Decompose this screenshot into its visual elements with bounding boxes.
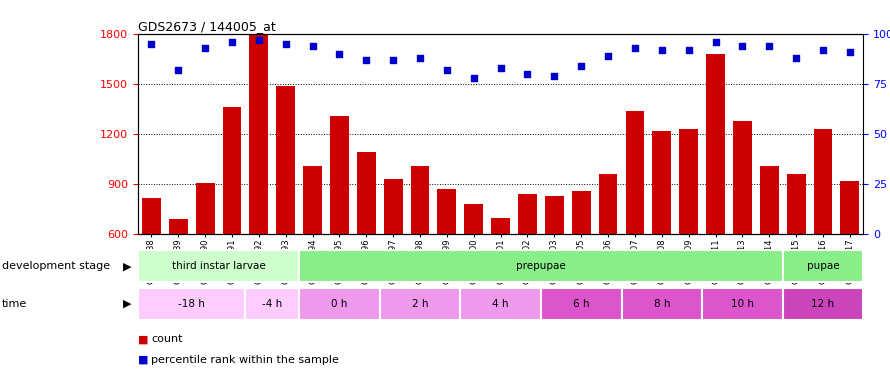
Bar [652, 131, 671, 334]
Text: 12 h: 12 h [812, 299, 835, 309]
Bar [303, 166, 322, 334]
Bar [541, 288, 621, 320]
Point [171, 67, 185, 73]
Bar [410, 166, 430, 334]
Bar [679, 129, 698, 334]
Text: pupae: pupae [806, 261, 839, 271]
Bar [438, 189, 457, 334]
Bar [142, 198, 161, 334]
Bar [169, 219, 188, 334]
Bar [196, 183, 214, 334]
Point [413, 55, 427, 61]
Point [252, 37, 266, 43]
Bar [782, 288, 863, 320]
Bar [222, 107, 241, 334]
Text: count: count [151, 334, 182, 344]
Point [627, 45, 642, 51]
Point [574, 63, 588, 69]
Text: 4 h: 4 h [492, 299, 509, 309]
Point [360, 57, 374, 63]
Bar [276, 86, 295, 334]
Point [225, 39, 239, 45]
Text: prepupae: prepupae [516, 261, 566, 271]
Bar [840, 181, 859, 334]
Bar [571, 191, 591, 334]
Text: third instar larvae: third instar larvae [172, 261, 265, 271]
Text: ▶: ▶ [123, 299, 132, 309]
Text: 0 h: 0 h [331, 299, 348, 309]
Point [198, 45, 212, 51]
Bar [357, 153, 376, 334]
Text: ■: ■ [138, 334, 149, 344]
Bar [491, 217, 510, 334]
Bar [138, 288, 246, 320]
Text: development stage: development stage [2, 261, 109, 271]
Bar [733, 121, 752, 334]
Bar [299, 250, 782, 282]
Text: 10 h: 10 h [731, 299, 754, 309]
Bar [249, 35, 268, 334]
Point [762, 43, 776, 49]
Text: time: time [2, 299, 27, 309]
Bar [465, 204, 483, 334]
Text: ▶: ▶ [123, 261, 132, 271]
Point [816, 47, 830, 53]
Bar [246, 288, 299, 320]
Text: 6 h: 6 h [573, 299, 589, 309]
Point [601, 53, 615, 59]
Text: -18 h: -18 h [178, 299, 205, 309]
Text: 2 h: 2 h [412, 299, 428, 309]
Bar [380, 288, 460, 320]
Text: percentile rank within the sample: percentile rank within the sample [151, 355, 339, 365]
Bar [621, 288, 702, 320]
Bar [782, 250, 863, 282]
Point [547, 73, 562, 79]
Point [843, 49, 857, 55]
Text: GDS2673 / 144005_at: GDS2673 / 144005_at [138, 20, 276, 33]
Bar [787, 174, 805, 334]
Point [493, 65, 507, 71]
Point [440, 67, 454, 73]
Bar [706, 54, 725, 334]
Point [144, 41, 158, 47]
Bar [299, 288, 380, 320]
Point [735, 43, 749, 49]
Point [789, 55, 804, 61]
Bar [518, 194, 537, 334]
Bar [760, 166, 779, 334]
Bar [626, 111, 644, 334]
Bar [813, 129, 832, 334]
Point [466, 75, 481, 81]
Bar [138, 250, 299, 282]
Point [682, 47, 696, 53]
Point [305, 43, 320, 49]
Bar [330, 116, 349, 334]
Bar [460, 288, 541, 320]
Bar [599, 174, 618, 334]
Text: 8 h: 8 h [653, 299, 670, 309]
Text: ■: ■ [138, 355, 149, 365]
Point [655, 47, 669, 53]
Bar [545, 196, 563, 334]
Point [332, 51, 346, 57]
Text: -4 h: -4 h [263, 299, 282, 309]
Point [386, 57, 400, 63]
Bar [702, 288, 782, 320]
Point [521, 71, 535, 77]
Bar [384, 179, 402, 334]
Point [279, 41, 293, 47]
Point [708, 39, 723, 45]
